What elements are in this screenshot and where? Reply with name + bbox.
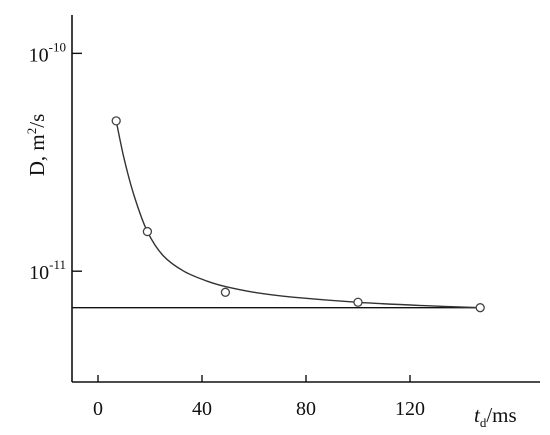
axes — [71, 15, 540, 383]
fit-curve — [115, 120, 481, 309]
x-tick-labels: 0 40 80 120 — [93, 398, 425, 420]
y-axis-label: D, m2/s — [24, 114, 49, 177]
fit-curve-group — [115, 120, 481, 309]
data-points — [111, 116, 485, 313]
data-point — [142, 226, 153, 237]
data-point — [353, 297, 363, 307]
x-axis-label: td/ms — [474, 403, 517, 430]
x-tick-label: 40 — [192, 398, 212, 420]
y-tick-label: 10-11 — [29, 257, 66, 284]
x-tick-label: 120 — [395, 398, 425, 420]
x-tick-label: 0 — [93, 398, 103, 420]
data-point — [220, 287, 231, 297]
x-tick-label: 80 — [296, 398, 316, 420]
data-point — [111, 116, 121, 126]
y-tick-label: 10-10 — [29, 39, 66, 66]
y-tick-labels: 10-10 10-11 — [29, 39, 66, 284]
data-point — [475, 303, 485, 313]
